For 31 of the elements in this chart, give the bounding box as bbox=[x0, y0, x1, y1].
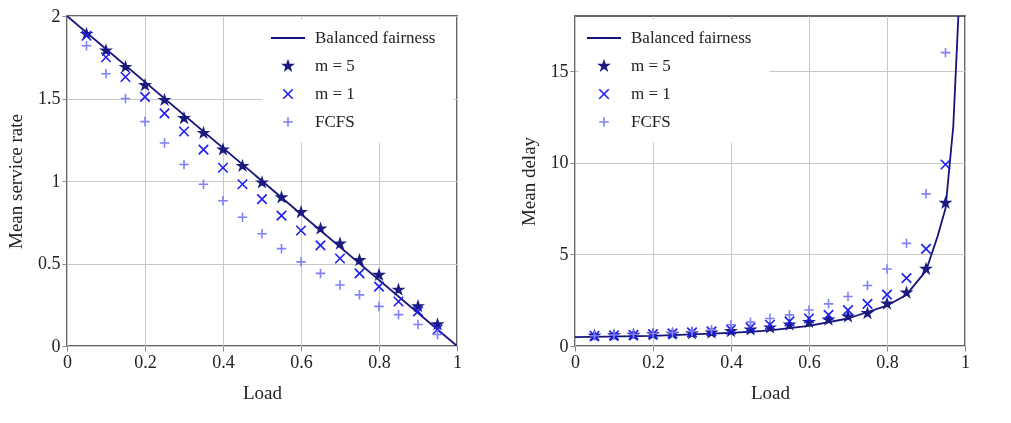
legend-label: FCFS bbox=[315, 112, 355, 131]
x-tick-label: 0.8 bbox=[876, 351, 899, 372]
y-tick-label: 1.5 bbox=[38, 88, 61, 108]
y-tick-label: 0.5 bbox=[38, 253, 61, 273]
x-tick-label: 1 bbox=[453, 351, 462, 372]
legend-label: m = 5 bbox=[315, 56, 355, 75]
x-axis-title: Load bbox=[242, 381, 283, 403]
y-tick-label: 5 bbox=[559, 243, 569, 264]
legend-label: Balanced fairness bbox=[631, 28, 752, 47]
y-tick-label: 15 bbox=[550, 60, 569, 81]
x-tick-label: 0.2 bbox=[642, 351, 665, 372]
x-tick-label: 0.8 bbox=[368, 351, 391, 372]
x-tick-label: 0.6 bbox=[290, 351, 313, 372]
y-tick-label: 0 bbox=[51, 335, 61, 356]
y-tick-label: 0 bbox=[559, 335, 569, 356]
y-tick-label: 1 bbox=[51, 170, 61, 191]
y-tick-label: 2 bbox=[51, 5, 61, 26]
x-axis-title: Load bbox=[750, 381, 791, 403]
legend-label: m = 1 bbox=[315, 84, 355, 103]
legend-label: FCFS bbox=[631, 112, 671, 131]
x-tick-label: 1 bbox=[961, 351, 970, 372]
x-tick-label: 0.6 bbox=[798, 351, 821, 372]
y-axis-title: Mean delay bbox=[517, 136, 539, 227]
y-axis-title: Mean service rate bbox=[5, 113, 26, 250]
x-tick-label: 0.4 bbox=[212, 351, 235, 372]
y-tick-label: 10 bbox=[550, 152, 569, 173]
legend-label: Balanced fairness bbox=[315, 28, 436, 47]
x-tick-label: 0.2 bbox=[134, 351, 157, 372]
legend-label: m = 1 bbox=[631, 84, 671, 103]
x-tick-label: 0.4 bbox=[720, 351, 743, 372]
legend-label: m = 5 bbox=[631, 56, 671, 75]
